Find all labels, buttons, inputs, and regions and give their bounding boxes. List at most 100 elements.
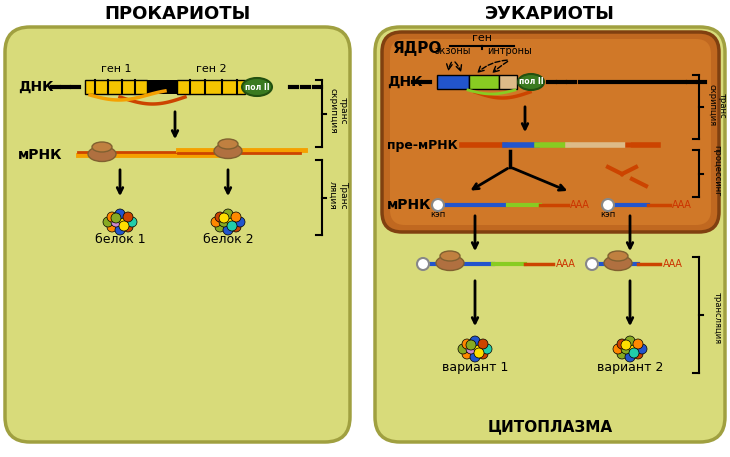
Text: ДНК: ДНК bbox=[18, 80, 53, 94]
Circle shape bbox=[586, 258, 598, 270]
Bar bbox=[177, 80, 245, 94]
Circle shape bbox=[119, 217, 129, 227]
Circle shape bbox=[235, 217, 245, 227]
Ellipse shape bbox=[604, 255, 632, 271]
FancyBboxPatch shape bbox=[390, 39, 711, 225]
Text: пол II: пол II bbox=[245, 83, 269, 91]
Text: мРНК: мРНК bbox=[387, 198, 431, 212]
Text: ЦИТОПЛАЗМА: ЦИТОПЛАЗМА bbox=[488, 420, 612, 435]
Circle shape bbox=[621, 340, 631, 350]
Circle shape bbox=[470, 352, 480, 362]
Ellipse shape bbox=[242, 78, 272, 96]
Circle shape bbox=[602, 199, 614, 211]
Ellipse shape bbox=[218, 139, 238, 149]
Circle shape bbox=[482, 344, 492, 354]
Ellipse shape bbox=[214, 143, 242, 159]
Circle shape bbox=[474, 344, 484, 354]
Circle shape bbox=[621, 344, 631, 354]
FancyBboxPatch shape bbox=[382, 32, 719, 232]
Text: белок 1: белок 1 bbox=[95, 233, 145, 246]
Text: ПРОКАРИОТЫ: ПРОКАРИОТЫ bbox=[104, 5, 250, 23]
Circle shape bbox=[115, 225, 125, 235]
Text: ААА: ААА bbox=[556, 259, 576, 269]
Text: ДНК: ДНК bbox=[387, 75, 423, 89]
Text: процессинг: процессинг bbox=[712, 145, 721, 197]
Bar bbox=[437, 75, 469, 89]
Circle shape bbox=[115, 209, 125, 219]
Circle shape bbox=[462, 349, 472, 359]
Ellipse shape bbox=[88, 147, 116, 161]
Bar bbox=[499, 75, 517, 89]
Circle shape bbox=[215, 212, 225, 222]
Circle shape bbox=[417, 258, 429, 270]
Text: белок 2: белок 2 bbox=[203, 233, 253, 246]
Text: вариант 1: вариант 1 bbox=[442, 361, 508, 374]
Circle shape bbox=[625, 336, 635, 346]
Circle shape bbox=[466, 344, 476, 354]
Circle shape bbox=[617, 339, 627, 349]
Text: ген 1: ген 1 bbox=[101, 64, 131, 74]
Text: вариант 2: вариант 2 bbox=[597, 361, 663, 374]
Circle shape bbox=[633, 339, 643, 349]
Ellipse shape bbox=[92, 142, 112, 152]
Circle shape bbox=[219, 213, 229, 223]
Circle shape bbox=[111, 217, 121, 227]
Text: ААА: ААА bbox=[570, 200, 590, 210]
Bar bbox=[147, 80, 177, 94]
Bar bbox=[469, 75, 499, 89]
Circle shape bbox=[478, 339, 488, 349]
Text: Транс
ляция: Транс ляция bbox=[328, 181, 347, 209]
Circle shape bbox=[227, 221, 237, 231]
Circle shape bbox=[625, 352, 635, 362]
Circle shape bbox=[466, 340, 476, 350]
Circle shape bbox=[617, 349, 627, 359]
Circle shape bbox=[474, 348, 484, 358]
Circle shape bbox=[123, 212, 133, 222]
Text: трансляция: трансляция bbox=[712, 292, 721, 345]
Text: кэп: кэп bbox=[600, 210, 615, 219]
FancyBboxPatch shape bbox=[375, 27, 725, 442]
Text: интроны: интроны bbox=[488, 46, 532, 56]
Ellipse shape bbox=[440, 251, 460, 261]
Text: ген: ген bbox=[472, 33, 492, 43]
Circle shape bbox=[107, 212, 117, 222]
Circle shape bbox=[227, 217, 237, 227]
Circle shape bbox=[613, 344, 623, 354]
Circle shape bbox=[432, 199, 444, 211]
Text: пол II: пол II bbox=[519, 78, 543, 86]
Circle shape bbox=[470, 336, 480, 346]
Text: ЯДРО: ЯДРО bbox=[392, 42, 442, 57]
Text: ЭУКАРИОТЫ: ЭУКАРИОТЫ bbox=[485, 5, 615, 23]
Circle shape bbox=[219, 217, 229, 227]
Circle shape bbox=[211, 217, 221, 227]
Circle shape bbox=[223, 225, 233, 235]
Ellipse shape bbox=[436, 255, 464, 271]
FancyBboxPatch shape bbox=[5, 27, 350, 442]
Ellipse shape bbox=[608, 251, 628, 261]
Circle shape bbox=[231, 212, 241, 222]
Circle shape bbox=[629, 348, 639, 358]
Text: ААА: ААА bbox=[663, 259, 683, 269]
Ellipse shape bbox=[518, 74, 544, 90]
Circle shape bbox=[478, 349, 488, 359]
Circle shape bbox=[103, 217, 113, 227]
Text: экзоны: экзоны bbox=[435, 46, 472, 56]
Text: мРНК: мРНК bbox=[18, 148, 63, 162]
Text: пре-мРНК: пре-мРНК bbox=[387, 138, 458, 152]
Circle shape bbox=[127, 217, 137, 227]
Text: транс
скрипция: транс скрипция bbox=[328, 88, 347, 134]
Circle shape bbox=[111, 213, 121, 223]
Circle shape bbox=[633, 349, 643, 359]
Circle shape bbox=[119, 221, 129, 231]
Circle shape bbox=[123, 222, 133, 232]
Circle shape bbox=[462, 339, 472, 349]
Bar bbox=[85, 80, 147, 94]
Circle shape bbox=[629, 344, 639, 354]
Circle shape bbox=[215, 222, 225, 232]
Circle shape bbox=[637, 344, 647, 354]
Circle shape bbox=[107, 222, 117, 232]
Text: кэп: кэп bbox=[431, 210, 445, 219]
Circle shape bbox=[231, 222, 241, 232]
Circle shape bbox=[458, 344, 468, 354]
Text: транс
скрипция: транс скрипция bbox=[707, 85, 726, 127]
